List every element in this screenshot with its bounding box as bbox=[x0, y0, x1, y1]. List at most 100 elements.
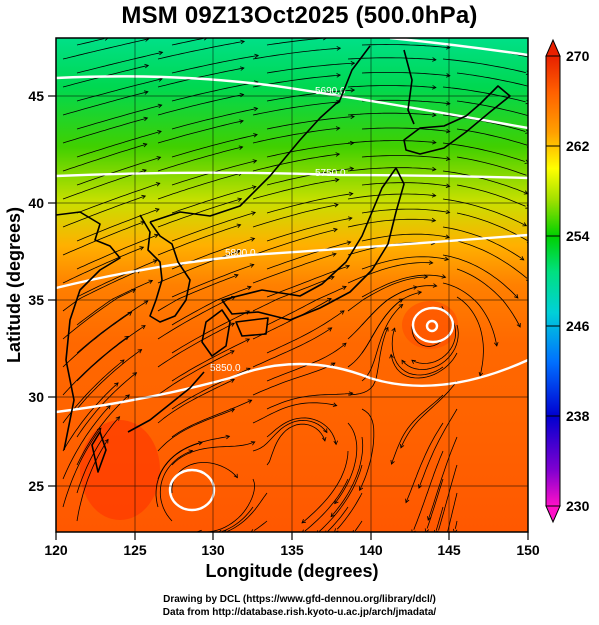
streamline-arrowhead bbox=[302, 529, 304, 532]
streamline bbox=[62, 311, 132, 368]
streamline-arrowhead bbox=[445, 209, 451, 215]
low-contour-south bbox=[168, 468, 216, 512]
streamline bbox=[157, 67, 244, 88]
streamline bbox=[252, 47, 341, 60]
streamline bbox=[361, 72, 450, 77]
streamline-arrowhead bbox=[445, 101, 451, 106]
streamline bbox=[266, 38, 323, 46]
streamline bbox=[252, 153, 340, 172]
colorbar-label: 262 bbox=[566, 138, 590, 154]
lon-tick-label: 140 bbox=[359, 542, 383, 558]
streamline bbox=[361, 233, 450, 242]
coastline-sakhalin bbox=[403, 49, 415, 125]
streamline-arrowhead bbox=[398, 303, 404, 309]
streamline-arrowhead bbox=[348, 191, 354, 197]
streamline-arrowhead bbox=[148, 279, 154, 284]
streamline bbox=[347, 193, 436, 200]
streamline-arrowhead bbox=[519, 256, 525, 261]
streamline bbox=[76, 234, 159, 270]
streamline bbox=[442, 170, 528, 195]
streamline-arrowhead bbox=[413, 285, 418, 290]
streamline-arrowhead bbox=[239, 119, 244, 124]
streamline bbox=[361, 99, 450, 105]
streamline bbox=[171, 286, 252, 326]
streamline bbox=[391, 394, 444, 465]
streamline bbox=[405, 422, 444, 503]
streamline bbox=[347, 57, 436, 61]
streamline-arrowhead bbox=[339, 310, 345, 315]
chart-title: MSM 09Z13Oct2025 (500.0hPa) bbox=[121, 2, 478, 29]
streamline-arrowhead bbox=[432, 139, 437, 145]
streamline-arrowhead bbox=[432, 57, 437, 62]
streamline bbox=[76, 51, 163, 74]
streamline-arrowhead bbox=[389, 353, 394, 359]
streamline bbox=[438, 464, 458, 531]
streamline bbox=[76, 349, 142, 410]
streamline-arrowhead bbox=[431, 193, 437, 198]
streamline-arrowhead bbox=[142, 142, 148, 148]
streamline bbox=[157, 408, 235, 452]
streamline-arrowhead bbox=[417, 290, 423, 295]
streamline-arrowhead bbox=[445, 128, 451, 134]
grid bbox=[56, 38, 528, 532]
streamline bbox=[413, 450, 444, 530]
streamline-arrowhead bbox=[237, 197, 243, 202]
streamline-arrowhead bbox=[350, 114, 355, 120]
streamline bbox=[304, 478, 349, 532]
contour-label-3: 5850.0 bbox=[210, 363, 241, 374]
streamline-arrowhead bbox=[335, 152, 341, 157]
streamline-arrowhead bbox=[334, 203, 339, 208]
streamline-arrowhead bbox=[229, 350, 235, 355]
coastline-taiwan bbox=[91, 431, 107, 473]
streamline-arrowhead bbox=[143, 116, 149, 122]
streamline-arrowhead bbox=[154, 208, 160, 213]
streamline bbox=[442, 254, 519, 299]
streamline-arrowhead bbox=[198, 441, 203, 446]
contour-5750 bbox=[56, 171, 528, 180]
streamline-arrowhead bbox=[522, 222, 528, 227]
streamline-arrowhead bbox=[253, 106, 259, 112]
streamline bbox=[361, 155, 450, 160]
streamline-arrowhead bbox=[336, 46, 342, 51]
streamline bbox=[62, 382, 119, 452]
streamline bbox=[418, 408, 458, 489]
streamline bbox=[427, 436, 458, 521]
streamline-arrowhead bbox=[432, 112, 437, 118]
streamline bbox=[347, 298, 404, 368]
streamline-arrowhead bbox=[400, 443, 405, 449]
streamline bbox=[456, 128, 528, 146]
x-axis-title: Longitude (degrees) bbox=[205, 561, 378, 581]
streamline bbox=[266, 286, 347, 326]
streamline-arrowhead bbox=[230, 378, 235, 383]
contour-north-a bbox=[389, 38, 528, 57]
contour-5800 bbox=[56, 233, 528, 290]
streamline-arrowhead bbox=[158, 50, 164, 56]
streamline-arrowhead bbox=[230, 322, 236, 327]
streamline bbox=[347, 85, 436, 88]
streamline-arrowhead bbox=[342, 342, 347, 348]
streamline bbox=[157, 250, 241, 284]
streamline-arrowhead bbox=[342, 285, 347, 290]
streamline bbox=[252, 276, 335, 312]
lat-tick-label: 35 bbox=[28, 292, 44, 308]
streamline-arrowhead bbox=[97, 427, 102, 433]
streamline-arrowhead bbox=[432, 85, 437, 90]
streamline-arrowhead bbox=[239, 66, 245, 71]
streamline-arrowhead bbox=[254, 53, 260, 59]
streamline bbox=[221, 506, 254, 532]
streamline-arrowhead bbox=[441, 274, 447, 279]
lat-tick-label: 30 bbox=[28, 389, 44, 405]
streamline bbox=[157, 120, 244, 144]
streamline bbox=[400, 380, 458, 449]
streamline bbox=[456, 268, 521, 328]
streamline-arrowhead bbox=[418, 484, 423, 489]
credit-drawing: Drawing by DCL (https://www.gfd-dennou.o… bbox=[163, 594, 436, 605]
streamline bbox=[456, 156, 527, 176]
streamline-arrowhead bbox=[106, 404, 111, 410]
streamline-arrowhead bbox=[345, 264, 351, 269]
colorbar-label: 230 bbox=[566, 498, 590, 514]
coastline-honshu bbox=[221, 167, 405, 321]
streamline bbox=[171, 264, 254, 298]
streamline-arrowhead bbox=[423, 274, 429, 280]
